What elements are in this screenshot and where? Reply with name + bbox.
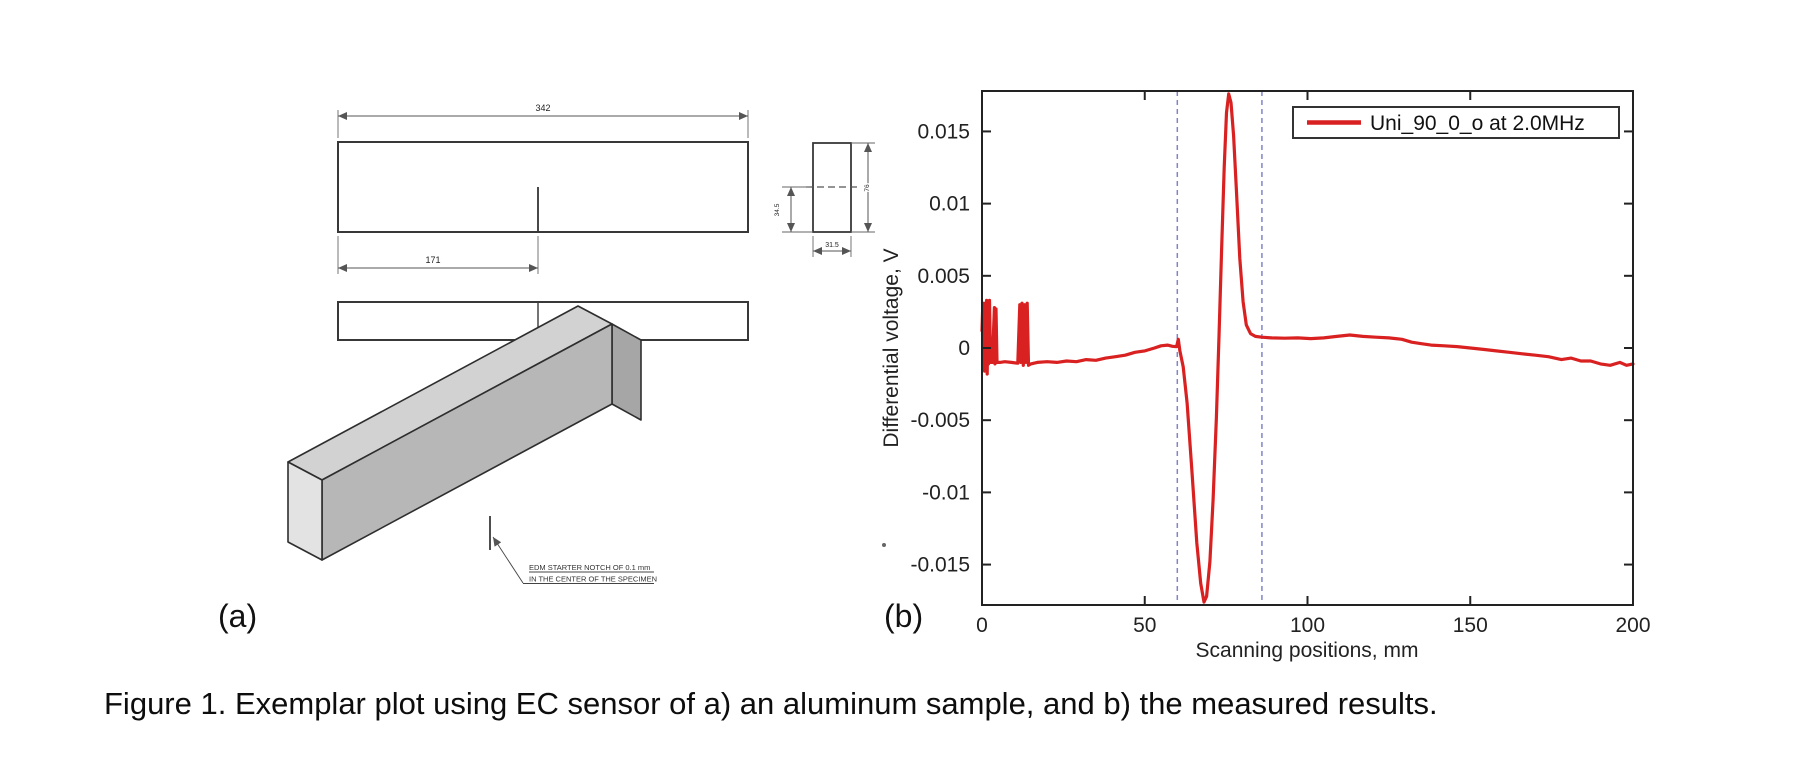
panel-a-label: (a) [218,598,258,634]
y-tick-label: -0.01 [922,481,970,504]
y-tick-label: 0.015 [917,120,970,143]
chart-legend: Uni_90_0_o at 2.0MHz [1292,106,1620,139]
dimension-31-5: 31.5 [812,236,852,257]
figure-caption: Figure 1. Exemplar plot using EC sensor … [104,686,1438,721]
bar-left-end-face [287,461,323,561]
dimension-76: 76 [851,142,875,233]
x-tick-label: 100 [1290,614,1325,637]
y-tick-label: 0 [958,337,970,360]
dim-34-5-label: 34.5 [774,203,781,216]
bar-right-end-face [611,323,642,421]
notch-callout: EDM STARTER NOTCH OF 0.1 mm IN THE CENTE… [492,536,657,584]
x-tick-label: 50 [1133,614,1156,637]
dim-171-label: 171 [425,255,440,265]
y-tick-label: 0.005 [917,265,970,288]
dim-31-5-label: 31.5 [825,242,839,249]
y-tick-label: -0.015 [910,554,970,577]
panel-b-label: (b) [884,598,924,634]
front-view-outline [337,141,749,233]
specimen-drawing: 342 171 34.5 76 [287,103,875,584]
x-tick-label: 150 [1453,614,1488,637]
dimension-171: 171 [337,236,539,274]
x-tick-label: 200 [1615,614,1650,637]
y-axis-title: Differential voltage, V [880,248,903,447]
callout-leader-line [492,536,524,584]
dim-342-label: 342 [535,103,550,113]
x-axis-title: Scanning positions, mm [1196,639,1419,662]
notch-note-line1: EDM STARTER NOTCH OF 0.1 mm [529,563,650,572]
specimen-3d-view [287,305,642,561]
dimension-34-5: 34.5 [774,186,813,233]
legend-label: Uni_90_0_o at 2.0MHz [1370,112,1585,135]
dimension-342: 342 [337,103,749,138]
stray-mark [882,543,886,547]
notch-note-line2: IN THE CENTER OF THE SPECIMEN [529,575,657,584]
dim-76-label: 76 [864,184,871,192]
y-tick-label: 0.01 [929,193,970,216]
measurement-chart: 0 50 100 150 200 0.015 0.01 0.005 0 -0.005 -0.01 -0… [880,90,1651,662]
chart-frame [981,90,1634,606]
series-curve [980,92,1635,604]
x-tick-label: 0 [976,614,988,637]
y-tick-label: -0.005 [910,409,970,432]
